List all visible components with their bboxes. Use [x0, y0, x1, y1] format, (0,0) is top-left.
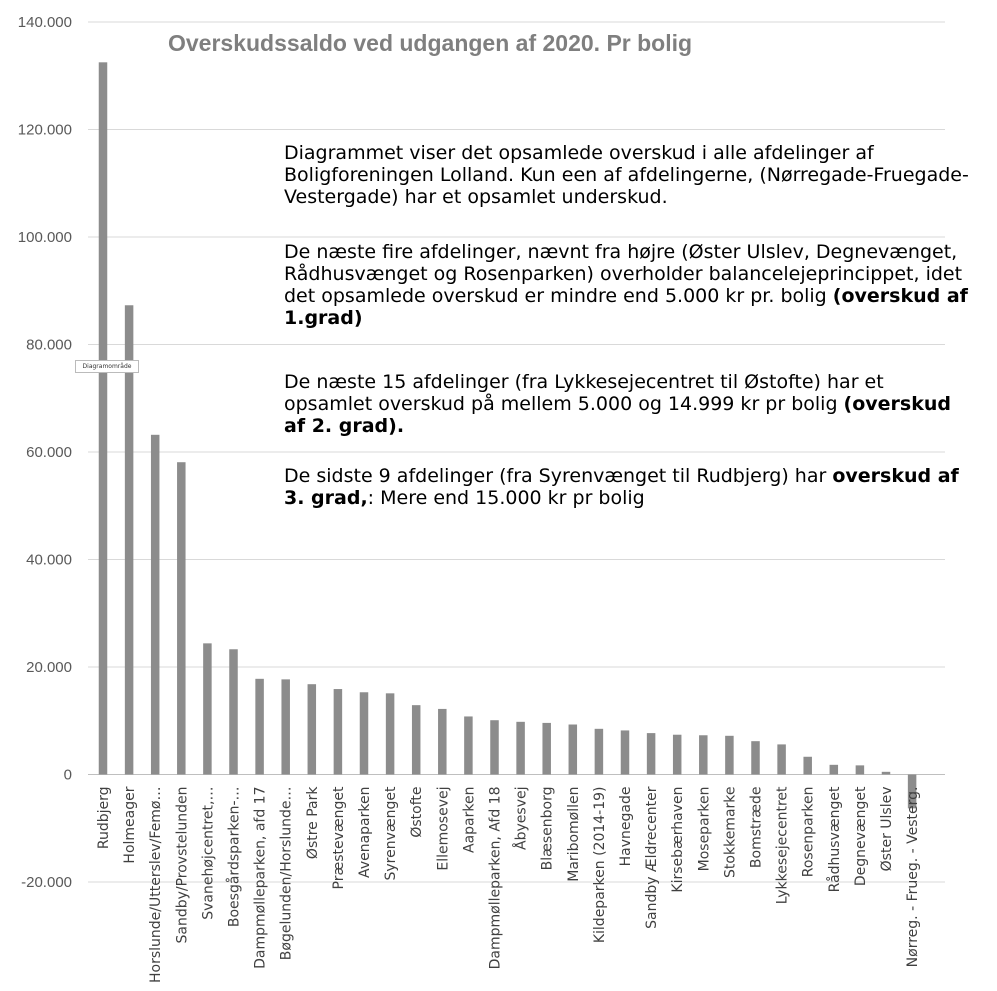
x-tick-label: Moseparken [696, 787, 712, 872]
x-tick-label: Stokkemarke [722, 787, 738, 878]
bar [333, 689, 343, 775]
bar [281, 679, 290, 775]
annotation-4-segment-3: : Mere end 15.000 kr pr bolig [367, 487, 645, 509]
bar [177, 462, 186, 775]
bar [646, 733, 656, 775]
x-tick-label: Syrenvænget [383, 786, 399, 881]
bar [568, 724, 578, 775]
annotation-4-segment-1: De sidste 9 afdelinger (fra Syrenvænget … [284, 465, 833, 487]
bar [124, 305, 134, 775]
y-tick-label: 60.000 [26, 444, 72, 461]
bar [464, 716, 473, 775]
x-tick-label: Dampmølleparken, afd 17 [253, 787, 269, 969]
bar [620, 730, 630, 775]
annotation-2-segment-1: De næste fire afdelinger, nævnt fra højr… [284, 241, 963, 307]
bar [907, 774, 917, 809]
x-tick-label: Horslunde/Utterslev/Femø… [148, 787, 164, 984]
chart-area-tooltip: Diagramområde [75, 360, 139, 373]
annotation-4-segment-2: overskud af 3. grad, [284, 465, 959, 509]
bar [98, 62, 108, 775]
x-tick-label: Bomstræde [749, 787, 765, 869]
bar [777, 744, 786, 775]
bar [411, 705, 421, 775]
annotation-paragraph-1: Diagrammet viser det opsamlede overskud … [284, 142, 974, 208]
x-tick-label: Havnegade [618, 787, 634, 867]
annotation-paragraph-4: De sidste 9 afdelinger (fra Syrenvænget … [284, 465, 974, 509]
x-tick-label: Ellemosevej [435, 787, 451, 871]
annotation-1-segment-1: Diagrammet viser det opsamlede overskud … [284, 142, 969, 208]
y-tick-label: 100.000 [18, 229, 72, 246]
x-tick-label: Rådhusvænget [826, 786, 843, 892]
y-tick-label: 120.000 [18, 122, 72, 139]
bar [725, 735, 734, 775]
bar [490, 720, 499, 775]
bar [229, 649, 238, 775]
x-tick-label: Rudbjerg [96, 787, 112, 850]
bar [594, 728, 604, 775]
x-tick-label: Holmeager [122, 786, 138, 863]
bars [98, 62, 917, 809]
x-tick-label: Dampmølleparken, Afd 18 [488, 787, 504, 970]
y-tick-label: 80.000 [26, 337, 72, 354]
bar [881, 771, 891, 775]
x-tick-label: Østre Park [305, 786, 321, 859]
y-tick-label: 0 [64, 767, 72, 784]
x-tick-label: Præstevænget [331, 786, 347, 890]
x-axis-tick-labels: Rudbjerg Holmeager Horslunde/Utterslev/Fem… [96, 786, 921, 983]
bar [751, 741, 760, 775]
annotation-paragraph-3: De næste 15 afdelinger (fra Lykkesejecen… [284, 371, 974, 437]
bar [438, 708, 447, 775]
x-tick-label: Degnevænget [853, 786, 869, 886]
bar [359, 692, 369, 775]
y-axis-tick-labels: -20.000 0 20.000 40.000 60.000 80.000 100.000 1… [18, 14, 72, 891]
x-tick-label: Nørreg. - Frueg. - Vesterg. [905, 787, 921, 968]
y-tick-label: 140.000 [18, 14, 72, 31]
bar [255, 678, 264, 775]
annotation-2-segment-2: (overskud af 1.grad) [284, 285, 968, 329]
bar [672, 734, 682, 775]
x-tick-label: Rosenparken [801, 787, 817, 878]
x-tick-label: Bøgelunden/Horslunde… [279, 787, 295, 961]
bar [829, 764, 839, 775]
x-tick-label: Østofte [409, 787, 425, 838]
y-tick-label: 20.000 [26, 659, 72, 676]
x-tick-label: Kildeparken (2014-19) [592, 787, 608, 944]
bar [699, 735, 708, 775]
bar [150, 434, 160, 775]
x-tick-label: Kirsebærhaven [670, 787, 686, 893]
chart-title: Overskudssaldo ved udgangen af 2020. Pr … [168, 30, 693, 56]
x-tick-label: Sandby Ældrecenter [644, 786, 660, 929]
x-tick-label: Svanehøjcentret,… [200, 787, 216, 920]
x-tick-label: Avenaparken [357, 787, 373, 878]
y-tick-label: 40.000 [26, 552, 72, 569]
bar [307, 684, 317, 775]
bar [385, 693, 395, 775]
x-tick-label: Blæsenborg [540, 787, 556, 871]
bar [855, 765, 865, 775]
bar [542, 722, 551, 775]
x-tick-label: Aaparken [461, 787, 477, 853]
annotation-3-segment-2: (overskud af 2. grad). [284, 393, 951, 437]
bar [803, 756, 812, 775]
annotation-paragraph-2: De næste fire afdelinger, nævnt fra højr… [284, 241, 974, 329]
bar [516, 721, 525, 775]
x-tick-label: Maribomøllen [566, 787, 582, 882]
x-tick-label: Sandby/Provstelunden [174, 787, 190, 944]
x-tick-label: Lykkesejecentret [775, 786, 791, 904]
bar [203, 643, 212, 775]
y-tick-label: -20.000 [21, 874, 72, 891]
x-tick-label: Boesgårdsparken-… [226, 787, 243, 928]
annotation-3-segment-1: De næste 15 afdelinger (fra Lykkesejecen… [284, 371, 884, 415]
x-tick-label: Øster Ulslev [879, 787, 895, 872]
x-tick-label: Åbyesvej [513, 787, 530, 850]
